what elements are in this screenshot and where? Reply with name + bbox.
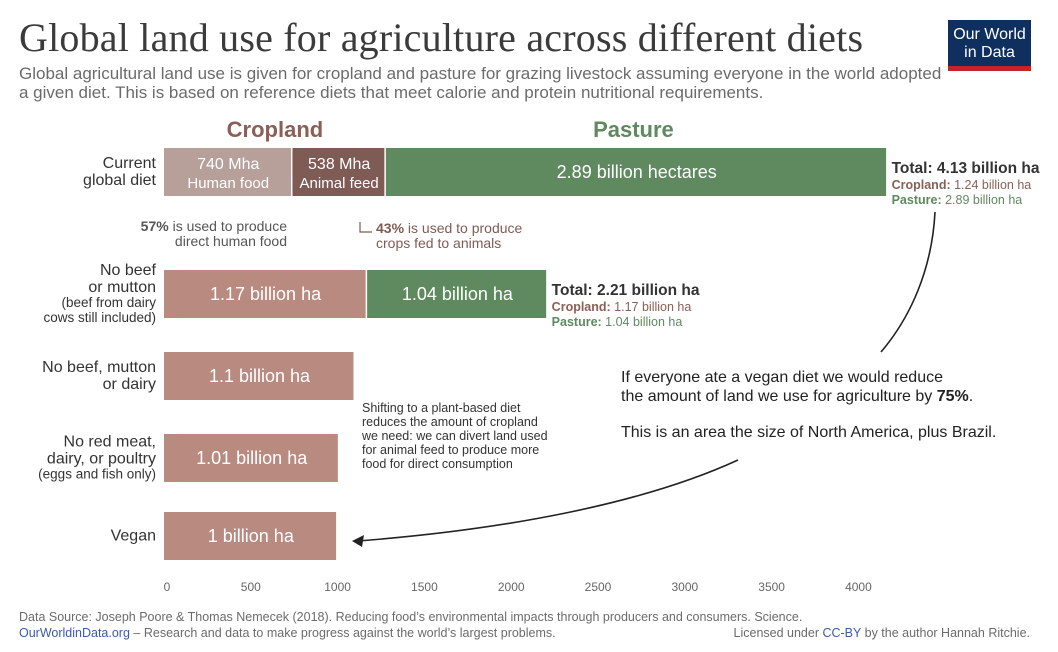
category-label: or dairy [103,376,156,393]
vegan-note-line1: If everyone ate a vegan diet we would re… [621,369,943,386]
category-note: (beef from dairy [61,295,156,310]
total-pasture: Pasture: 1.04 billion ha [552,315,683,329]
animal-feed-note: 43% is used to produce [376,220,523,236]
bar-segment-vegan-cropland [164,512,337,560]
footer-source: Data Source: Joseph Poore & Thomas Nemec… [19,610,802,624]
shift-note-line: Shifting to a plant-based diet [362,401,521,415]
bar-segment-nodairy-cropland [164,352,354,400]
logo-line-2: in Data [964,44,1015,61]
total-label: Total: 4.13 billion ha [892,160,1040,177]
human-food-note-line2: direct human food [175,233,287,249]
category-label: Current [103,155,157,172]
total-pasture: Pasture: 2.89 billion ha [892,193,1023,207]
bar-value-label: 740 Mha [197,156,259,173]
bar-value-label: 1.1 billion ha [209,366,311,386]
arrow-connector-top [880,211,936,353]
bar-value-label: 2.89 billion hectares [557,162,717,182]
animal-feed-note-line2: crops fed to animals [376,235,501,251]
bar-value-label: 1.17 billion ha [210,284,322,304]
site-link[interactable]: OurWorldinData.org [19,626,130,640]
x-tick-label: 4000 [845,580,872,594]
owid-logo[interactable]: Our World in Data [948,20,1031,71]
category-label: No beef [100,262,157,279]
x-tick-label: 1500 [411,580,438,594]
bar-value-sublabel: Human food [187,175,269,192]
category-label: No red meat, [64,434,156,451]
total-cropland: Cropland: 1.24 billion ha [892,178,1032,192]
chart-title: Global land use for agriculture across d… [19,15,864,60]
vegan-note-line2: the amount of land we use for agricultur… [621,388,973,405]
license-link[interactable]: CC-BY [822,626,862,640]
site-tagline: – Research and data to make progress aga… [129,626,556,640]
shift-note-line: we need: we can divert land used [361,429,548,443]
license-post: by the author Hannah Ritchie. [861,626,1030,640]
x-tick-label: 1000 [324,580,351,594]
bar-value-label: 1.04 billion ha [402,284,514,304]
category-label: No beef, mutton [42,359,156,376]
chart-subtitle: Global agricultural land use is given fo… [19,64,942,102]
x-tick-label: 2500 [585,580,612,594]
category-label: Vegan [111,528,156,545]
bar-segment-current-pasture [385,148,887,196]
category-note: cows still included) [43,310,156,325]
shift-note-line: food for direct consumption [362,457,513,471]
animal-feed-bracket [359,222,372,233]
x-tick-label: 500 [241,580,261,594]
pasture-header: Pasture [593,117,674,142]
total-cropland: Cropland: 1.17 billion ha [552,300,692,314]
total-label: Total: 2.21 billion ha [552,282,700,299]
x-tick-label: 0 [164,580,171,594]
bar-segment-nobeef-cropland [164,270,366,318]
bar-segment-current-cropland_light [164,148,291,196]
vegan-note-line3: This is an area the size of North Americ… [621,424,996,441]
category-note: (eggs and fish only) [38,467,156,482]
bar-segment-nored-cropland [164,434,338,482]
cropland-header: Cropland [227,117,324,142]
x-tick-label: 2000 [498,580,525,594]
arrow-connector-bottom [357,459,739,542]
category-label: dairy, or poultry [47,451,156,468]
bar-value-label: 1 billion ha [208,526,295,546]
shift-note-line: reduces the amount of cropland [362,415,538,429]
arrow-head [352,535,364,547]
logo-line-1: Our World [953,26,1026,43]
footer-site: OurWorldinData.org – Research and data t… [19,626,556,640]
x-tick-label: 3000 [671,580,698,594]
x-tick-label: 3500 [758,580,785,594]
source-text: Data Source: Joseph Poore & Thomas Nemec… [19,610,803,624]
footer-license: Licensed under CC-BY by the author Hanna… [734,626,1030,640]
bar-segment-nobeef-pasture [367,270,547,318]
shift-note-line: for animal feed to produce more [362,443,539,457]
category-label: global diet [83,172,157,189]
human-food-note: 57% is used to produce [141,218,288,234]
bar-value-label: 538 Mha [308,156,370,173]
category-label: or mutton [88,279,156,296]
bar-value-sublabel: Animal feed [300,175,379,192]
bar-value-label: 1.01 billion ha [196,448,308,468]
bar-segment-current-cropland_dark [292,148,385,196]
license-pre: Licensed under [733,626,823,640]
